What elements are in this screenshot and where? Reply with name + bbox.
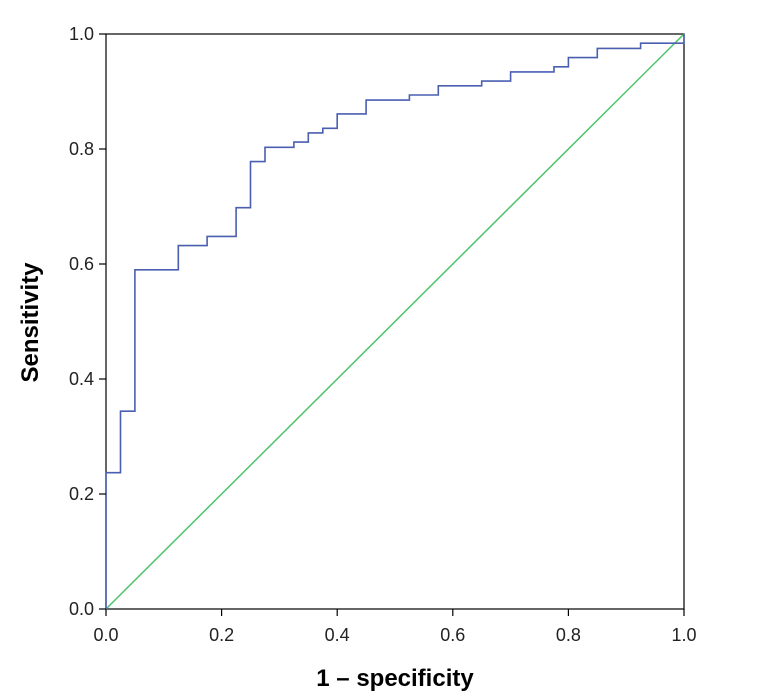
x-tick-label: 0.0 — [93, 625, 118, 645]
reference-diagonal-line — [105, 33, 685, 610]
x-axis-ticks: 0.0 0.2 0.4 0.6 0.8 1.0 — [93, 609, 697, 645]
x-axis-title: 1 – specificity — [316, 665, 474, 692]
y-axis-title: Sensitivity — [17, 262, 44, 383]
x-tick-label: 0.8 — [556, 625, 581, 645]
series-layer — [105, 33, 685, 610]
plot-area — [105, 33, 685, 610]
x-tick-label: 0.6 — [440, 625, 465, 645]
y-tick-label: 0.8 — [69, 139, 94, 159]
y-axis-ticks: 0.0 0.2 0.4 0.6 0.8 1.0 — [69, 24, 106, 619]
y-tick-label: 0.4 — [69, 369, 94, 389]
y-tick-label: 0.2 — [69, 484, 94, 504]
y-tick-label: 1.0 — [69, 24, 94, 44]
y-tick-label: 0.0 — [69, 599, 94, 619]
plot-frame — [105, 33, 685, 610]
roc-curve-line — [105, 34, 685, 609]
y-tick-label: 0.6 — [69, 254, 94, 274]
x-tick-label: 0.2 — [209, 625, 234, 645]
x-tick-label: 1.0 — [671, 625, 696, 645]
x-tick-label: 0.4 — [325, 625, 350, 645]
